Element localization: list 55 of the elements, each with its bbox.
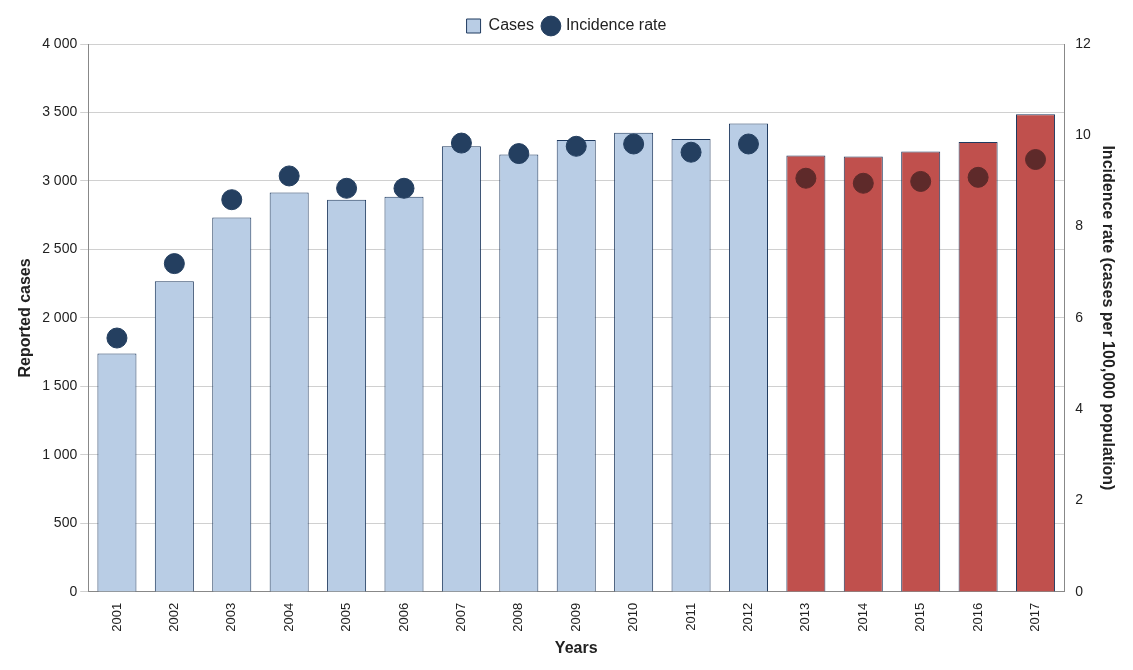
x-tick-label: 2011 [682,602,698,631]
x-tick-label: 2007 [452,602,468,632]
x-tick-label: 2013 [797,602,813,632]
point [336,177,358,199]
point [967,166,989,188]
point [106,327,128,349]
x-tick-label: 2015 [912,602,928,632]
x-tick-label: 2008 [510,602,526,632]
x-tick-label: 2005 [338,602,354,632]
point [910,170,932,192]
y-tick-label: 3 500 [42,103,78,120]
y2-tick-label: 2 [1075,491,1084,508]
y2-tick-label: 4 [1075,400,1084,417]
y-tick-label: 4 000 [42,34,78,51]
y-tick-label: 500 [53,514,78,531]
point [623,133,645,155]
y-tick-label: 0 [69,582,78,599]
x-tick-label: 2010 [625,602,641,632]
x-tick-label: 2006 [395,602,411,632]
x-tick-label: 2009 [567,602,583,632]
point [680,141,702,163]
point [221,189,243,211]
point [278,165,300,187]
y-tick-label: 1 000 [42,445,78,462]
y-axis-title: Reported cases [16,258,34,378]
legend-label: Cases [488,16,534,34]
point [852,172,874,194]
x-tick-label: 2003 [223,602,239,632]
x-axis-title: Years [554,638,598,656]
y-tick-label: 2 500 [42,240,78,257]
point [450,132,472,154]
y-tick-label: 1 500 [42,377,78,394]
x-tick-label: 2014 [854,602,870,632]
point [565,135,587,157]
y2-tick-label: 10 [1075,126,1092,143]
x-tick-label: 2012 [740,602,756,632]
point [737,133,759,155]
point [1025,149,1047,171]
y-tick-label: 2 000 [42,308,78,325]
y2-axis-title: Incidence rate (cases per 100,000 population) [1099,145,1117,491]
point [795,167,817,189]
y2-tick-label: 12 [1075,34,1092,51]
legend-label: Incidence rate [565,16,667,34]
x-tick-label: 2004 [280,602,296,632]
y-tick-label: 3 000 [42,171,78,188]
x-tick-label: 2001 [108,602,124,632]
x-tick-label: 2016 [969,602,985,632]
point [393,177,415,199]
point [163,253,185,275]
y2-tick-label: 0 [1075,582,1084,599]
x-tick-label: 2017 [1027,602,1043,632]
y2-tick-label: 8 [1075,217,1084,234]
y2-tick-label: 6 [1075,308,1084,325]
point [508,143,530,165]
x-tick-label: 2002 [165,602,181,632]
